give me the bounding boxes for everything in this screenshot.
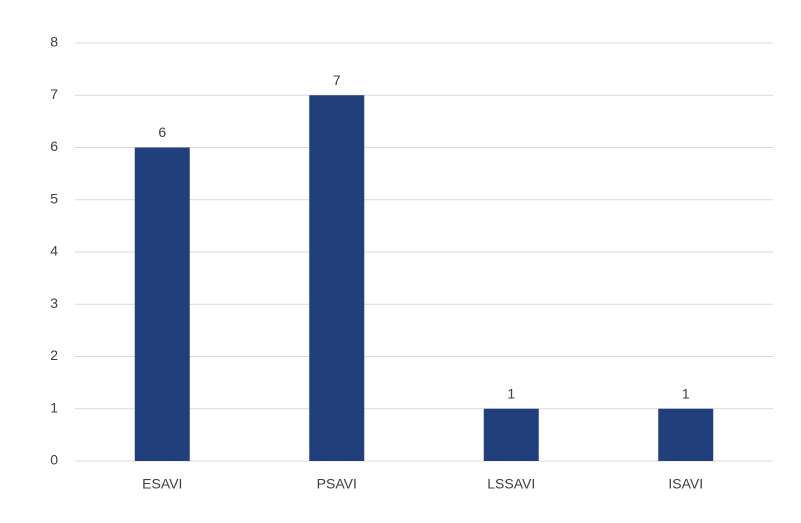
bar — [134, 147, 190, 461]
x-tick-label: PSAVI — [317, 476, 357, 492]
y-tick-label: 1 — [50, 399, 58, 415]
y-tick-label: 3 — [50, 295, 58, 311]
y-tick-label: 0 — [50, 452, 58, 468]
bar — [658, 408, 714, 461]
data-label: 6 — [158, 124, 166, 140]
bar — [483, 408, 539, 461]
y-tick-label: 7 — [50, 86, 58, 102]
y-tick-label: 8 — [50, 34, 58, 50]
bar — [309, 95, 365, 461]
data-label: 7 — [333, 72, 341, 88]
data-label: 1 — [507, 385, 515, 401]
y-tick-label: 4 — [50, 243, 58, 259]
x-tick-label: ISAVI — [668, 476, 703, 492]
y-tick-label: 2 — [50, 347, 58, 363]
data-label: 1 — [682, 385, 690, 401]
x-tick-label: ESAVI — [142, 476, 182, 492]
y-tick-label: 6 — [50, 138, 58, 154]
x-tick-label: LSSAVI — [487, 476, 535, 492]
y-tick-label: 5 — [50, 190, 58, 206]
